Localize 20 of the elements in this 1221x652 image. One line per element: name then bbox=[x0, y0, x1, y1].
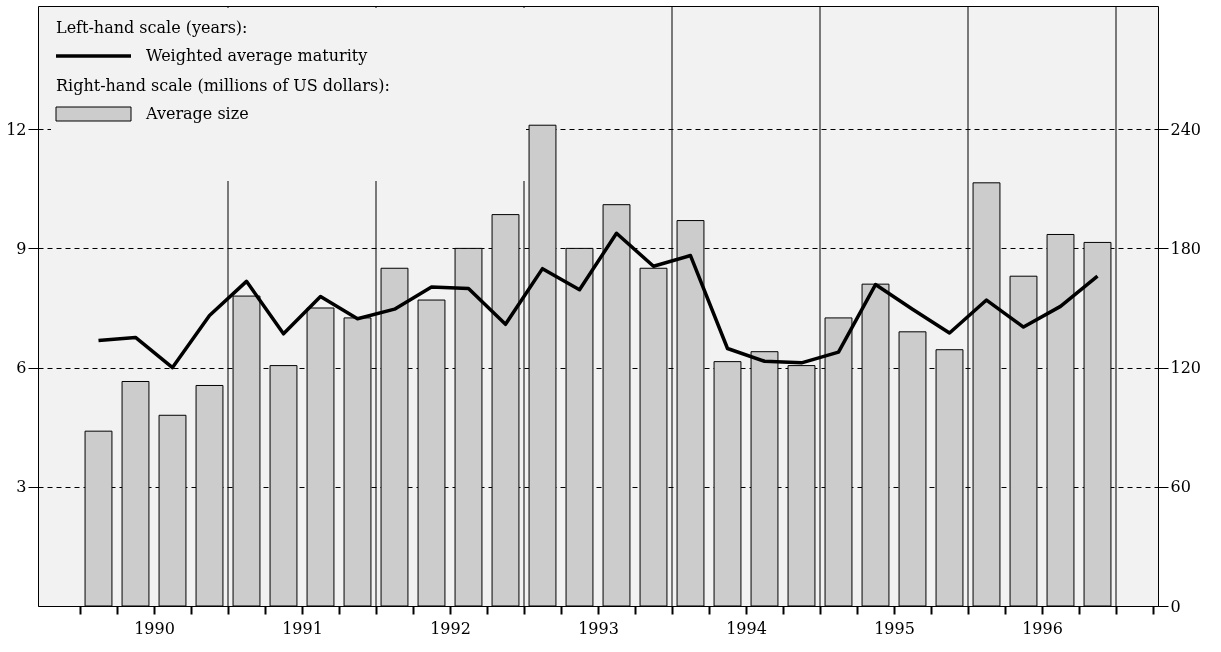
y-tick-label: 3 bbox=[16, 477, 27, 497]
legend-label: Weighted average maturity bbox=[146, 46, 368, 65]
x-tick-label: 1992 bbox=[430, 618, 471, 638]
y2-tick-label: 0 bbox=[1170, 596, 1181, 616]
x-tick-label: 1993 bbox=[578, 618, 619, 638]
y2-tick-label: 120 bbox=[1170, 358, 1202, 378]
y2-tick-label: 180 bbox=[1170, 238, 1202, 258]
legend-label: Average size bbox=[145, 104, 249, 123]
y-tick-label: 6 bbox=[16, 358, 27, 378]
x-tick-label: 1995 bbox=[874, 618, 915, 638]
y-tick-label: 12 bbox=[6, 119, 27, 139]
x-tick-label: 1991 bbox=[282, 618, 323, 638]
y-tick-label: 9 bbox=[16, 238, 27, 258]
y2-tick-label: 60 bbox=[1170, 477, 1191, 497]
y2-tick-label: 240 bbox=[1170, 119, 1202, 139]
x-tick-label: 1996 bbox=[1022, 618, 1063, 638]
x-tick-label: 1990 bbox=[134, 618, 175, 638]
x-tick-label: 1994 bbox=[726, 618, 767, 638]
annotation: Left-hand scale (years): bbox=[56, 18, 248, 37]
annotation: Right-hand scale (millions of US dollars): bbox=[56, 76, 390, 95]
